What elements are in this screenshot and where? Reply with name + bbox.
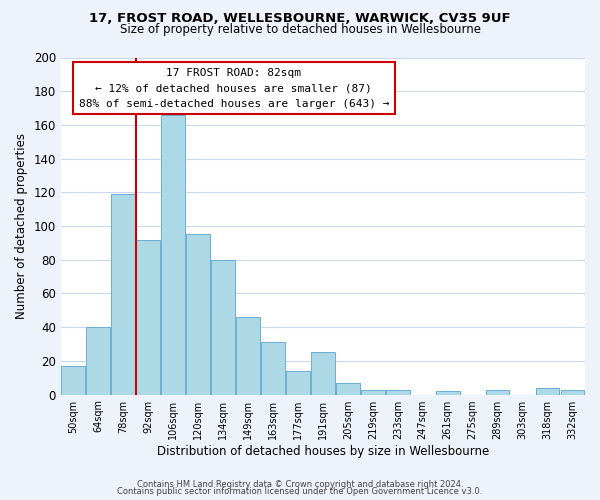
Bar: [560, 390, 584, 394]
Bar: [361, 390, 385, 394]
Bar: [536, 388, 559, 394]
Y-axis label: Number of detached properties: Number of detached properties: [15, 133, 28, 319]
Bar: [112, 194, 135, 394]
Text: Size of property relative to detached houses in Wellesbourne: Size of property relative to detached ho…: [119, 22, 481, 36]
Bar: [436, 391, 460, 394]
Bar: [136, 240, 160, 394]
Text: Contains public sector information licensed under the Open Government Licence v3: Contains public sector information licen…: [118, 488, 482, 496]
Bar: [261, 342, 285, 394]
Bar: [61, 366, 85, 394]
Bar: [286, 371, 310, 394]
Bar: [386, 390, 410, 394]
Text: Contains HM Land Registry data © Crown copyright and database right 2024.: Contains HM Land Registry data © Crown c…: [137, 480, 463, 489]
Bar: [86, 327, 110, 394]
Bar: [336, 383, 360, 394]
Bar: [486, 390, 509, 394]
Text: 17, FROST ROAD, WELLESBOURNE, WARWICK, CV35 9UF: 17, FROST ROAD, WELLESBOURNE, WARWICK, C…: [89, 12, 511, 26]
Text: 17 FROST ROAD: 82sqm
← 12% of detached houses are smaller (87)
88% of semi-detac: 17 FROST ROAD: 82sqm ← 12% of detached h…: [79, 68, 389, 109]
Bar: [161, 115, 185, 394]
X-axis label: Distribution of detached houses by size in Wellesbourne: Distribution of detached houses by size …: [157, 444, 489, 458]
Bar: [186, 234, 210, 394]
Bar: [311, 352, 335, 395]
Bar: [236, 317, 260, 394]
Bar: [211, 260, 235, 394]
